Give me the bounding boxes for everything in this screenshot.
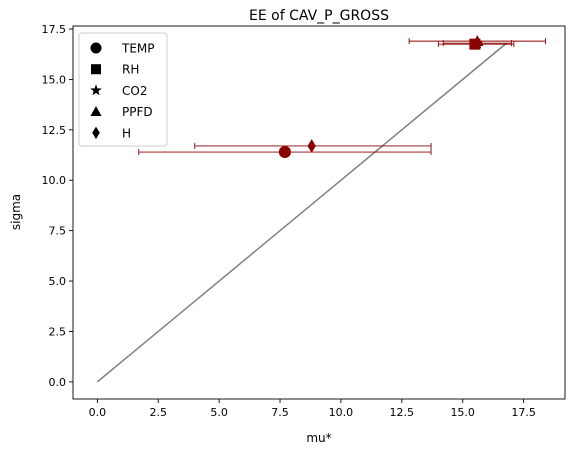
legend-label-rh: RH <box>122 63 139 77</box>
data-point-ppfd <box>471 35 484 46</box>
legend-label-ppfd: PPFD <box>122 105 153 119</box>
legend-marker-temp <box>90 42 102 54</box>
y-axis-label: sigma <box>9 194 23 230</box>
x-tick-label: 17.5 <box>511 406 536 419</box>
legend-label-h: H <box>122 126 131 140</box>
y-axis: 0.0 2.5 5.0 7.5 10.0 12.5 15.0 17.5 <box>42 23 73 389</box>
x-tick-label: 0.0 <box>89 406 107 419</box>
legend-box <box>78 32 168 147</box>
y-tick-label: 12.5 <box>42 124 67 137</box>
x-tick-label: 12.5 <box>390 406 415 419</box>
legend-marker-rh <box>91 64 101 75</box>
y-tick-label: 15.0 <box>42 73 67 86</box>
y-tick-label: 10.0 <box>42 174 67 187</box>
marker-layer <box>278 35 484 159</box>
data-point-h <box>307 139 316 153</box>
legend-label-co2: CO2 <box>122 84 147 98</box>
y-tick-label: 2.5 <box>49 325 67 338</box>
data-point-temp <box>278 145 291 159</box>
legend-marker-co2 <box>90 84 102 96</box>
y-tick-label: 0.0 <box>49 376 67 389</box>
reference-line <box>96 42 508 383</box>
x-tick-label: 5.0 <box>210 406 228 419</box>
y-tick-label: 7.5 <box>49 225 67 238</box>
x-tick-label: 10.0 <box>329 406 354 419</box>
y-tick-label: 5.0 <box>49 275 67 288</box>
x-axis: 0.0 2.5 5.0 7.5 10.0 12.5 15.0 17.5 <box>89 399 536 419</box>
x-axis-label: mu* <box>306 431 331 445</box>
legend-marker-h <box>92 126 100 139</box>
x-tick-label: 15.0 <box>450 406 475 419</box>
legend: TEMP RH CO2 PPFD H <box>78 32 168 147</box>
legend-label-temp: TEMP <box>121 42 155 56</box>
y-tick-label: 17.5 <box>42 23 67 36</box>
reference-line-layer <box>96 42 508 383</box>
x-tick-label: 2.5 <box>149 406 167 419</box>
chart-title: EE of CAV_P_GROSS <box>249 8 389 24</box>
x-tick-label: 7.5 <box>271 406 289 419</box>
legend-marker-ppfd <box>90 106 102 116</box>
